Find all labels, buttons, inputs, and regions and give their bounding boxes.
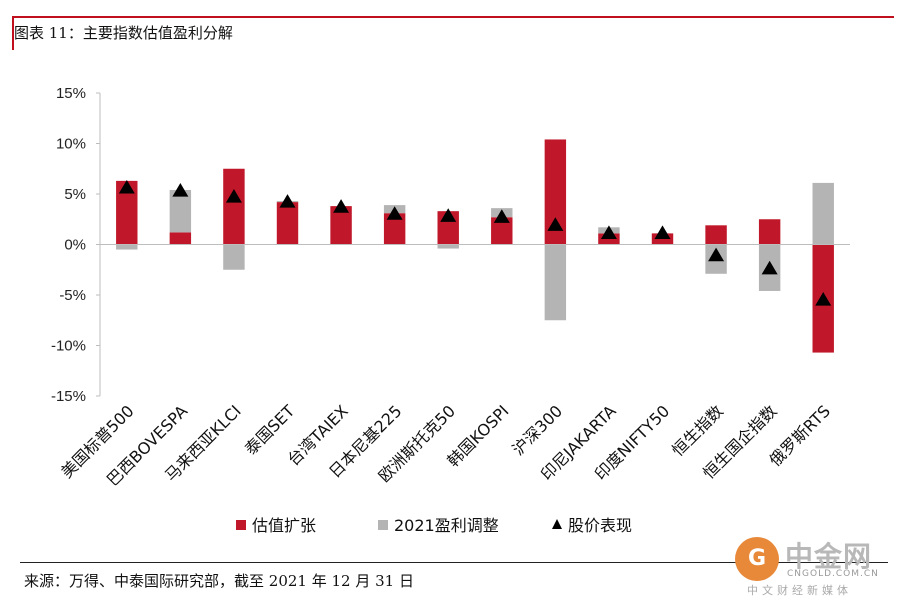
price-marker bbox=[654, 225, 671, 239]
legend-label: 2021盈利调整 bbox=[394, 516, 499, 535]
legend-swatch bbox=[236, 520, 246, 530]
price-marker bbox=[600, 225, 617, 239]
valuation-bar bbox=[223, 168, 245, 245]
legend-swatch bbox=[378, 520, 388, 530]
earnings-bar bbox=[169, 189, 192, 233]
price-marker bbox=[386, 206, 403, 220]
price-marker bbox=[815, 292, 832, 306]
source-note: 来源：万得、中泰国际研究部，截至 2021 年 12 月 31 日 bbox=[24, 572, 414, 590]
valuation-bar bbox=[276, 202, 299, 245]
valuation-bar bbox=[116, 180, 138, 245]
y-tick-label: 5% bbox=[64, 186, 86, 203]
markers-layer bbox=[118, 179, 832, 306]
y-tick-label: 15% bbox=[56, 85, 86, 102]
watermark-url: CNGOLD.COM.CN bbox=[787, 569, 879, 579]
legend-label: 股价表现 bbox=[568, 516, 632, 535]
title-frame bbox=[12, 16, 894, 50]
price-marker bbox=[440, 208, 457, 222]
valuation-bar bbox=[383, 213, 406, 245]
legend-label: 估值扩张 bbox=[252, 516, 316, 535]
legend: 估值扩张 2021盈利调整 股价表现 bbox=[236, 516, 632, 535]
valuation-bar bbox=[705, 225, 727, 245]
valuation-bar bbox=[169, 232, 192, 245]
bars-layer bbox=[116, 139, 834, 353]
earnings-bar bbox=[116, 244, 138, 250]
watermark-name: 中金网 bbox=[785, 540, 873, 573]
earnings-bar bbox=[223, 244, 245, 270]
price-marker bbox=[493, 209, 510, 223]
legend-swatch bbox=[552, 519, 562, 529]
watermark-tag: 中文财经新媒体 bbox=[747, 584, 852, 597]
earnings-bar bbox=[437, 244, 459, 249]
valuation-bar bbox=[491, 217, 513, 245]
y-tick-label: -15% bbox=[51, 388, 86, 405]
cngold-logo-icon: G bbox=[735, 537, 779, 581]
y-axis: 15% 10% 5% 0% -5% -10% -15% bbox=[51, 85, 101, 405]
earnings-bar bbox=[544, 244, 567, 321]
y-tick-label: -10% bbox=[51, 338, 86, 355]
watermark: G 中金网 CNGOLD.COM.CN 中文财经新媒体 bbox=[735, 535, 885, 597]
y-tick-label: 10% bbox=[56, 136, 86, 153]
price-marker bbox=[333, 199, 350, 213]
price-marker bbox=[547, 217, 564, 231]
price-marker bbox=[708, 247, 725, 262]
price-marker bbox=[172, 182, 189, 197]
earnings-bar bbox=[812, 182, 834, 245]
valuation-bar bbox=[544, 139, 567, 245]
y-tick-label: -5% bbox=[59, 287, 86, 304]
figure-title: 图表 11：主要指数估值盈利分解 bbox=[14, 24, 233, 42]
y-tick-label: 0% bbox=[64, 237, 86, 254]
valuation-bar bbox=[330, 206, 352, 245]
price-marker bbox=[279, 194, 296, 208]
source-divider bbox=[20, 562, 888, 563]
valuation-bar bbox=[758, 219, 781, 245]
bar-chart: 15% 10% 5% 0% -5% -10% -15% 美国标普500巴西BOVESPA马来… bbox=[51, 85, 850, 535]
x-axis-labels: 美国标普500巴西BOVESPA马来西亚KLCI泰国SET台湾TAIEX日本尼基… bbox=[57, 401, 834, 489]
price-marker bbox=[118, 179, 135, 194]
price-marker bbox=[225, 189, 242, 203]
price-marker bbox=[761, 260, 778, 275]
